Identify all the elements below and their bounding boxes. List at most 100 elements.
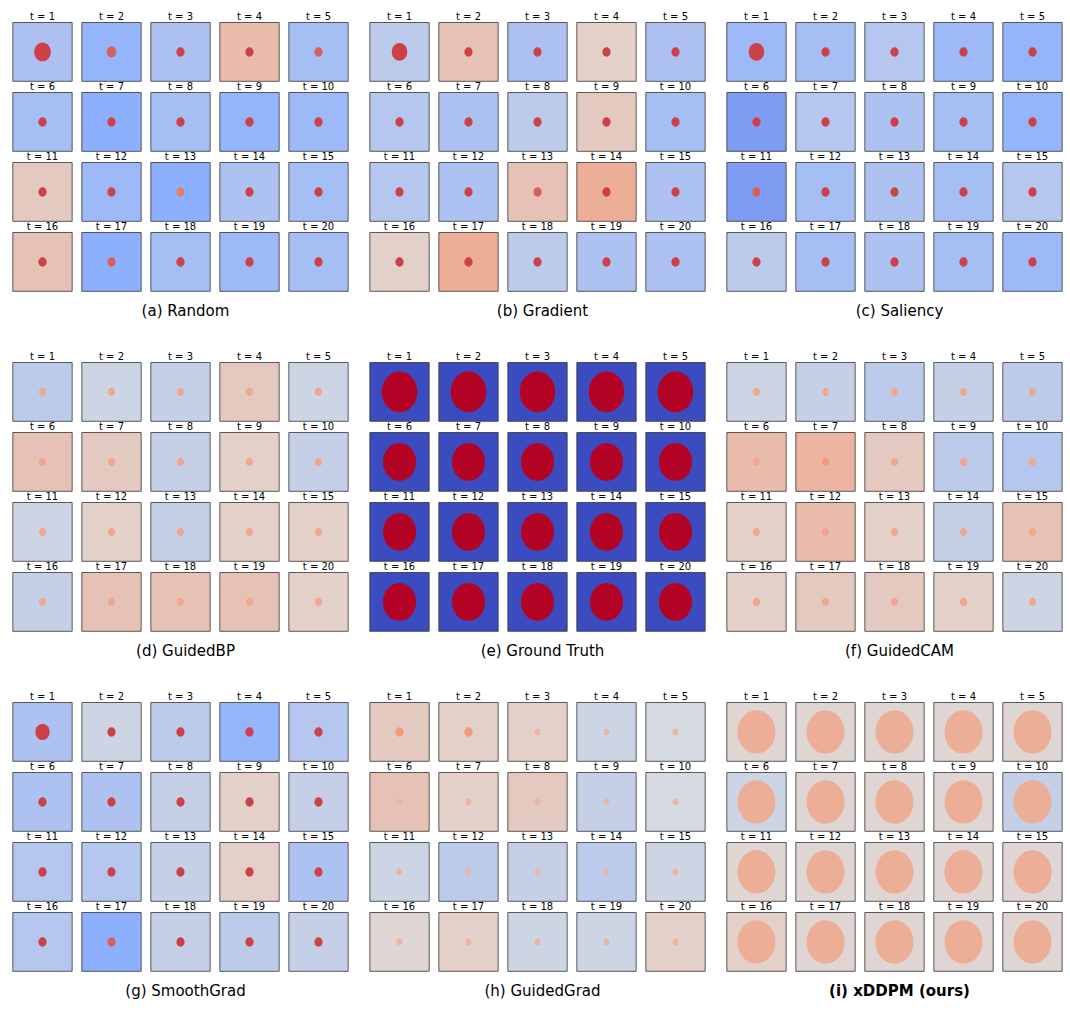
svg-text:t = 8: t = 8 xyxy=(168,421,193,432)
svg-text:t = 12: t = 12 xyxy=(810,151,841,162)
svg-text:t = 9: t = 9 xyxy=(951,761,976,772)
svg-text:t = 14: t = 14 xyxy=(948,491,979,502)
svg-text:(c) Saliency: (c) Saliency xyxy=(856,302,944,320)
svg-text:t = 16: t = 16 xyxy=(384,221,415,232)
svg-text:t = 16: t = 16 xyxy=(384,561,415,572)
svg-text:t = 9: t = 9 xyxy=(594,421,619,432)
svg-text:t = 1: t = 1 xyxy=(30,11,55,22)
svg-text:t = 9: t = 9 xyxy=(237,81,262,92)
svg-text:t = 18: t = 18 xyxy=(879,221,910,232)
svg-text:t = 5: t = 5 xyxy=(306,11,331,22)
svg-text:t = 11: t = 11 xyxy=(741,151,772,162)
svg-text:(e) Ground Truth: (e) Ground Truth xyxy=(481,642,605,660)
svg-text:(a) Random: (a) Random xyxy=(142,302,230,320)
svg-text:t = 9: t = 9 xyxy=(951,81,976,92)
svg-text:t = 7: t = 7 xyxy=(456,761,481,772)
svg-text:t = 20: t = 20 xyxy=(303,901,334,912)
svg-text:t = 1: t = 1 xyxy=(30,691,55,702)
svg-text:t = 10: t = 10 xyxy=(660,81,691,92)
svg-text:t = 12: t = 12 xyxy=(810,831,841,842)
svg-text:t = 3: t = 3 xyxy=(882,691,907,702)
svg-text:t = 12: t = 12 xyxy=(453,491,484,502)
svg-text:t = 10: t = 10 xyxy=(1017,761,1048,772)
svg-text:t = 20: t = 20 xyxy=(660,561,691,572)
svg-text:t = 19: t = 19 xyxy=(234,901,265,912)
svg-text:t = 20: t = 20 xyxy=(1017,221,1048,232)
svg-text:t = 17: t = 17 xyxy=(810,561,841,572)
svg-text:t = 10: t = 10 xyxy=(1017,421,1048,432)
svg-text:t = 5: t = 5 xyxy=(1020,11,1045,22)
svg-text:t = 5: t = 5 xyxy=(663,351,688,362)
svg-text:t = 16: t = 16 xyxy=(741,561,772,572)
svg-text:t = 16: t = 16 xyxy=(27,561,58,572)
svg-text:t = 5: t = 5 xyxy=(663,11,688,22)
svg-text:t = 12: t = 12 xyxy=(96,831,127,842)
svg-text:t = 9: t = 9 xyxy=(237,421,262,432)
svg-text:t = 5: t = 5 xyxy=(1020,691,1045,702)
svg-text:t = 17: t = 17 xyxy=(96,221,127,232)
svg-text:t = 18: t = 18 xyxy=(522,221,553,232)
svg-text:t = 16: t = 16 xyxy=(741,221,772,232)
svg-text:t = 11: t = 11 xyxy=(741,491,772,502)
svg-text:t = 7: t = 7 xyxy=(99,81,124,92)
svg-text:t = 11: t = 11 xyxy=(27,831,58,842)
svg-text:t = 13: t = 13 xyxy=(879,151,910,162)
svg-text:t = 4: t = 4 xyxy=(237,11,262,22)
svg-text:t = 10: t = 10 xyxy=(303,421,334,432)
svg-text:t = 7: t = 7 xyxy=(99,761,124,772)
svg-text:t = 7: t = 7 xyxy=(813,421,838,432)
svg-text:t = 17: t = 17 xyxy=(453,221,484,232)
svg-text:t = 4: t = 4 xyxy=(594,351,619,362)
svg-text:t = 3: t = 3 xyxy=(168,691,193,702)
svg-text:t = 3: t = 3 xyxy=(525,351,550,362)
svg-text:t = 9: t = 9 xyxy=(594,81,619,92)
svg-text:t = 9: t = 9 xyxy=(951,421,976,432)
svg-text:t = 1: t = 1 xyxy=(744,351,769,362)
svg-text:t = 16: t = 16 xyxy=(27,221,58,232)
svg-text:t = 4: t = 4 xyxy=(951,351,976,362)
svg-text:t = 2: t = 2 xyxy=(456,691,481,702)
svg-text:t = 19: t = 19 xyxy=(948,901,979,912)
svg-text:t = 14: t = 14 xyxy=(234,831,265,842)
svg-text:t = 3: t = 3 xyxy=(168,11,193,22)
svg-text:(d) GuidedBP: (d) GuidedBP xyxy=(136,642,235,660)
svg-text:t = 9: t = 9 xyxy=(594,761,619,772)
svg-text:t = 18: t = 18 xyxy=(165,901,196,912)
svg-text:t = 9: t = 9 xyxy=(237,761,262,772)
svg-text:t = 7: t = 7 xyxy=(456,421,481,432)
svg-text:t = 20: t = 20 xyxy=(1017,901,1048,912)
svg-text:t = 13: t = 13 xyxy=(165,491,196,502)
svg-text:t = 6: t = 6 xyxy=(387,421,412,432)
svg-text:t = 2: t = 2 xyxy=(813,11,838,22)
svg-text:t = 16: t = 16 xyxy=(27,901,58,912)
svg-text:t = 8: t = 8 xyxy=(525,81,550,92)
svg-text:t = 8: t = 8 xyxy=(525,761,550,772)
svg-text:t = 1: t = 1 xyxy=(387,351,412,362)
svg-text:t = 1: t = 1 xyxy=(387,11,412,22)
svg-text:(i) xDDPM (ours): (i) xDDPM (ours) xyxy=(829,982,970,1000)
svg-text:t = 6: t = 6 xyxy=(30,421,55,432)
svg-text:t = 11: t = 11 xyxy=(27,151,58,162)
svg-text:t = 19: t = 19 xyxy=(234,221,265,232)
svg-text:t = 15: t = 15 xyxy=(660,831,691,842)
svg-text:t = 12: t = 12 xyxy=(810,491,841,502)
svg-text:t = 12: t = 12 xyxy=(453,831,484,842)
svg-text:t = 3: t = 3 xyxy=(168,351,193,362)
svg-text:t = 7: t = 7 xyxy=(813,81,838,92)
svg-text:t = 6: t = 6 xyxy=(387,81,412,92)
svg-text:t = 2: t = 2 xyxy=(813,691,838,702)
svg-text:t = 8: t = 8 xyxy=(882,761,907,772)
svg-text:t = 8: t = 8 xyxy=(525,421,550,432)
svg-text:t = 20: t = 20 xyxy=(303,221,334,232)
svg-text:t = 3: t = 3 xyxy=(525,691,550,702)
svg-text:t = 18: t = 18 xyxy=(165,561,196,572)
svg-text:t = 2: t = 2 xyxy=(813,351,838,362)
svg-text:(g) SmoothGrad: (g) SmoothGrad xyxy=(125,982,245,1000)
svg-text:t = 13: t = 13 xyxy=(879,831,910,842)
svg-text:t = 17: t = 17 xyxy=(96,561,127,572)
svg-text:t = 18: t = 18 xyxy=(522,561,553,572)
svg-text:t = 5: t = 5 xyxy=(1020,351,1045,362)
svg-text:t = 1: t = 1 xyxy=(744,11,769,22)
svg-text:t = 2: t = 2 xyxy=(99,691,124,702)
svg-text:t = 15: t = 15 xyxy=(1017,831,1048,842)
